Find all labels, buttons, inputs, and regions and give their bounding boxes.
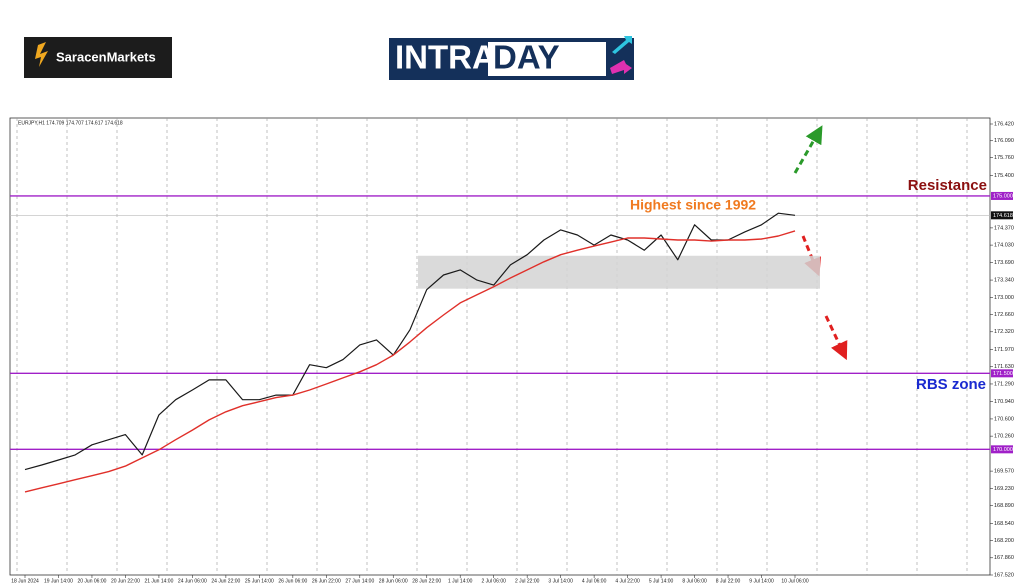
x-tick-label: 9 Jul 14:00 (749, 578, 774, 584)
x-tick-label: 1 Jul 14:00 (448, 578, 473, 584)
price-label: 174.618 (993, 213, 1013, 219)
brand-box (488, 42, 606, 76)
y-tick-label: 173.690 (994, 260, 1014, 266)
y-tick-label: 168.890 (994, 503, 1014, 509)
brand-arrow-up (612, 36, 632, 54)
rbs-label: RBS zone (916, 376, 986, 393)
y-tick-label: 169.230 (994, 486, 1014, 492)
x-tick-label: 21 Jun 14:00 (144, 578, 173, 584)
y-tick-label: 169.570 (994, 469, 1014, 475)
level-tag (991, 445, 1013, 454)
y-tick-label: 171.970 (994, 347, 1014, 353)
x-tick-label: 2 Jul 22:00 (515, 578, 540, 584)
x-tick-label: 3 Jul 14:00 (548, 578, 573, 584)
level-tag (991, 191, 1013, 200)
down-arrow (801, 235, 821, 277)
x-tick-label: 10 Jul 06:00 (781, 578, 808, 584)
x-tick-label: 26 Jun 06:00 (278, 578, 307, 584)
x-tick-label: 8 Jul 22:00 (716, 578, 741, 584)
brand-right: DAY (493, 39, 560, 76)
up-arrow (793, 125, 823, 174)
x-tick-label: 2 Jul 06:00 (481, 578, 506, 584)
y-tick-label: 170.600 (994, 416, 1014, 422)
x-tick-label: 4 Jul 22:00 (615, 578, 640, 584)
y-tick-label: 175.760 (994, 155, 1014, 161)
brand-arrow-down (610, 60, 632, 74)
y-tick-label: 171.630 (994, 364, 1014, 370)
moving-average (24, 230, 796, 493)
y-tick-label: 167.860 (994, 555, 1014, 561)
y-tick-label: 167.520 (994, 572, 1014, 578)
y-tick-label: 174.370 (994, 225, 1014, 231)
x-tick-label: 28 Jun 06:00 (379, 578, 408, 584)
x-tick-label: 27 Jun 14:00 (345, 578, 374, 584)
x-tick-label: 5 Jul 14:00 (649, 578, 674, 584)
level-tag (991, 369, 1013, 378)
y-tick-label: 168.540 (994, 521, 1014, 527)
price-line (24, 212, 796, 471)
price-tag (991, 211, 1013, 220)
down-arrow (824, 315, 848, 361)
y-tick-label: 173.000 (994, 295, 1014, 301)
x-tick-label: 24 Jun 22:00 (211, 578, 240, 584)
symbol-header: EURJPY,H1 174.709 174.707 174.617 174.61… (18, 120, 123, 126)
x-tick-label: 20 Jun 06:00 (77, 578, 106, 584)
y-tick-label: 170.940 (994, 399, 1014, 405)
x-tick-label: 18 Jun 2024 (11, 578, 39, 584)
y-tick-label: 171.290 (994, 381, 1014, 387)
plot-frame (9, 117, 991, 576)
brand-left: INTRA (395, 39, 496, 76)
y-tick-label: 168.200 (994, 538, 1014, 544)
broker-logo (24, 37, 172, 78)
y-tick-label: 176.090 (994, 138, 1014, 144)
y-tick-label: 176.420 (994, 121, 1014, 127)
y-tick-label: 172.660 (994, 312, 1014, 318)
y-tick-label: 175.400 (994, 173, 1014, 179)
x-tick-label: 4 Jul 06:00 (582, 578, 607, 584)
level-label: 175.000 (993, 193, 1013, 199)
level-label: 170.000 (993, 447, 1013, 453)
x-tick-label: 28 Jun 22:00 (412, 578, 441, 584)
broker-name: SaracenMarkets (56, 49, 156, 64)
x-tick-label: 25 Jun 14:00 (245, 578, 274, 584)
vertical-grid (16, 118, 968, 575)
x-tick-label: 26 Jun 22:00 (312, 578, 341, 584)
range-zone (418, 255, 820, 289)
x-tick-label: 8 Jul 06:00 (682, 578, 707, 584)
y-tick-label: 173.340 (994, 278, 1014, 284)
highest-label: Highest since 1992 (630, 197, 756, 213)
x-tick-label: 19 Jun 14:00 (44, 578, 73, 584)
y-tick-label: 170.260 (994, 434, 1014, 440)
level-label: 171.500 (993, 371, 1013, 377)
x-tick-label: 24 Jun 06:00 (178, 578, 207, 584)
broker-icon (35, 42, 48, 67)
resistance-label: Resistance (908, 177, 987, 194)
y-tick-label: 172.320 (994, 329, 1014, 335)
y-tick-label: 174.030 (994, 243, 1014, 249)
x-tick-label: 20 Jun 22:00 (111, 578, 140, 584)
